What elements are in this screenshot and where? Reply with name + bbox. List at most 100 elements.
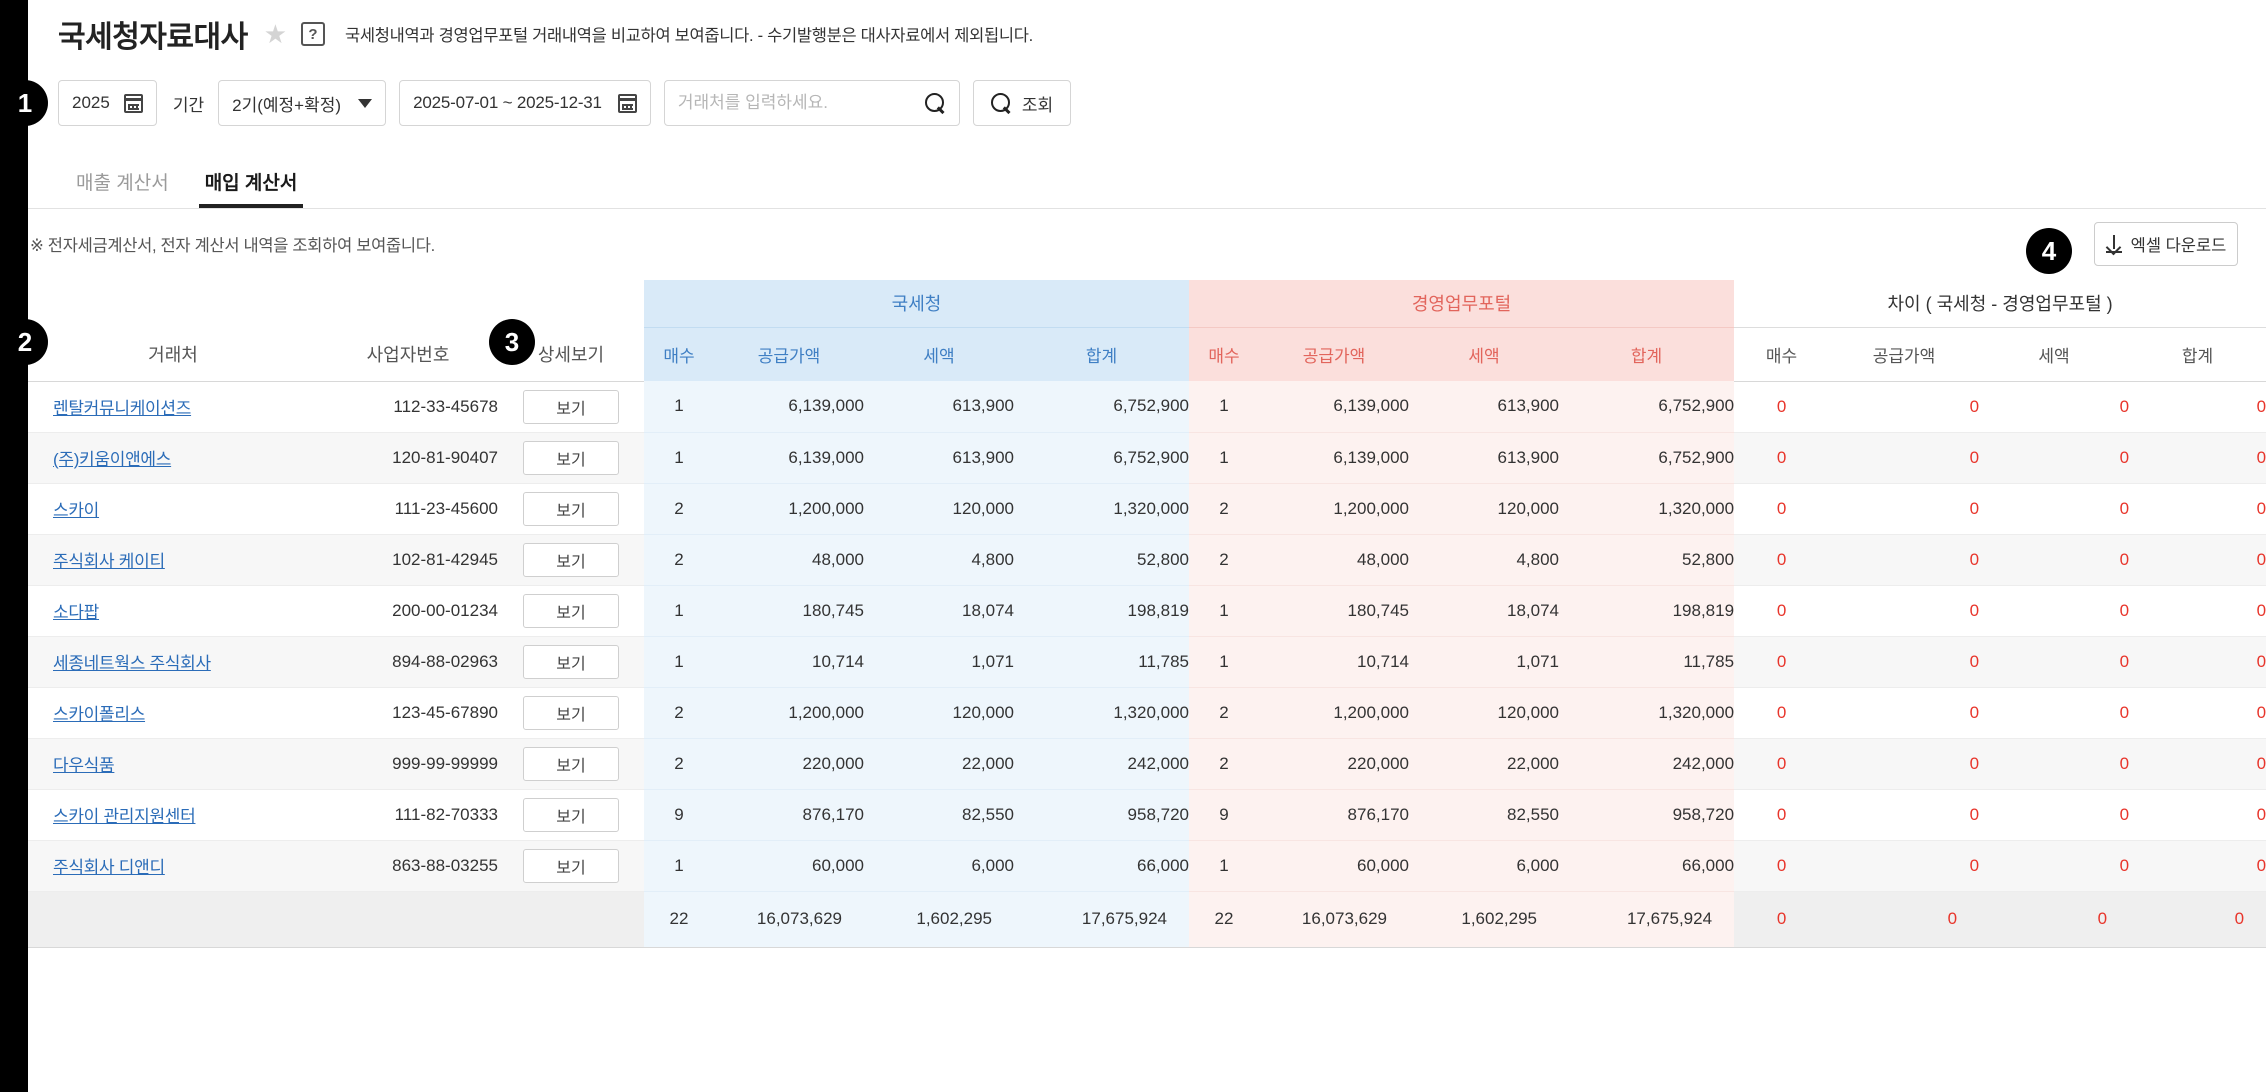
cell-portal-supply: 180,745	[1259, 585, 1409, 637]
vendor-link[interactable]: 스카이 관리지원센터	[53, 807, 196, 826]
cell-portal-total: 1,320,000	[1559, 687, 1735, 739]
table-row: 주식회사 케이티 102-81-42945 보기 2 48,000 4,800 52,800…	[28, 534, 2266, 586]
cell-diff-supply: 0	[1829, 687, 1980, 739]
cell-nts-total: 11,785	[1014, 636, 1189, 688]
cell-detail: 보기	[498, 432, 644, 484]
header-spacer	[28, 280, 644, 327]
cell-diff-count: 0	[1734, 789, 1830, 841]
cell-diff-supply: 0	[1829, 585, 1980, 637]
table-row: 스카이폴리스 123-45-67890 보기 2 1,200,000 120,000 1,3…	[28, 687, 2266, 739]
cell-portal-total: 198,819	[1559, 585, 1735, 637]
detail-view-button[interactable]: 보기	[523, 440, 619, 475]
cell-diff-total: 0	[2129, 636, 2266, 688]
cell-portal-supply: 6,139,000	[1259, 381, 1409, 433]
cell-diff-tax: 0	[1979, 585, 2130, 637]
cell-portal-count: 1	[1189, 381, 1259, 433]
vendor-search-box[interactable]	[663, 80, 960, 126]
cell-portal-tax: 613,900	[1409, 381, 1559, 433]
vendor-link[interactable]: (주)키움이앤에스	[53, 450, 172, 469]
vendor-link[interactable]: 렌탈커뮤니케이션즈	[53, 399, 192, 418]
year-value: 2025	[72, 93, 110, 112]
header-group-diff: 차이 ( 국세청 - 경영업무포털 )	[1734, 280, 2266, 327]
vendor-link[interactable]: 다우식품	[53, 756, 115, 775]
cell-nts-tax: 1,071	[864, 636, 1014, 688]
totals-nts-count: 22	[644, 890, 714, 948]
excel-download-button[interactable]: 엑셀 다운로드	[2094, 222, 2238, 266]
detail-view-button[interactable]: 보기	[523, 491, 619, 526]
cell-portal-tax: 4,800	[1409, 534, 1559, 586]
table-row: (주)키움이앤에스 120-81-90407 보기 1 6,139,000 613,900…	[28, 432, 2266, 484]
date-range-picker[interactable]: 2025-07-01 ~ 2025-12-31	[399, 80, 651, 126]
cell-diff-total: 0	[2129, 738, 2266, 790]
cell-portal-tax: 82,550	[1409, 789, 1559, 841]
cell-vendor: 다우식품	[28, 738, 318, 790]
totals-portal-count: 22	[1189, 890, 1259, 948]
detail-view-button[interactable]: 보기	[523, 389, 619, 424]
period-select[interactable]: 2기(예정+확정)	[218, 80, 387, 126]
totals-diff-total: 0	[2129, 890, 2266, 948]
calendar-icon	[123, 93, 143, 113]
table-row: 세종네트웍스 주식회사 894-88-02963 보기 1 10,714 1,071 11,…	[28, 636, 2266, 688]
cell-nts-supply: 60,000	[714, 840, 864, 892]
query-button[interactable]: 조회	[972, 80, 1072, 126]
cell-portal-tax: 120,000	[1409, 687, 1559, 739]
cell-portal-total: 11,785	[1559, 636, 1735, 688]
table-header-group-row: 국세청 경영업무포털 차이 ( 국세청 - 경영업무포털 )	[28, 280, 2266, 327]
totals-diff-tax: 0	[1979, 890, 2130, 948]
cell-portal-supply: 48,000	[1259, 534, 1409, 586]
detail-view-button[interactable]: 보기	[523, 644, 619, 679]
totals-diff-supply: 0	[1829, 890, 1980, 948]
help-icon[interactable]: ?	[301, 22, 326, 46]
cell-nts-total: 198,819	[1014, 585, 1189, 637]
detail-view-button[interactable]: 보기	[523, 695, 619, 730]
cell-portal-total: 52,800	[1559, 534, 1735, 586]
cell-nts-count: 1	[644, 381, 714, 433]
table-foot: 22 16,073,629 1,602,295 17,675,924 22 16…	[28, 890, 2266, 948]
cell-nts-supply: 1,200,000	[714, 687, 864, 739]
header-portal-total: 합계	[1559, 326, 1735, 381]
header-portal-tax: 세액	[1409, 326, 1559, 381]
cell-nts-tax: 82,550	[864, 789, 1014, 841]
vendor-link[interactable]: 스카이폴리스	[53, 705, 146, 724]
cell-biz-no: 102-81-42945	[318, 534, 498, 586]
detail-view-button[interactable]: 보기	[523, 593, 619, 628]
cell-portal-count: 1	[1189, 585, 1259, 637]
cell-diff-total: 0	[2129, 840, 2266, 892]
totals-label-spacer	[28, 890, 644, 948]
vendor-link[interactable]: 소다팝	[53, 603, 100, 622]
tab-sales-invoice[interactable]: 매출 계산서	[76, 173, 169, 194]
cell-portal-total: 6,752,900	[1559, 432, 1735, 484]
table-row: 다우식품 999-99-99999 보기 2 220,000 22,000 242,000 2…	[28, 738, 2266, 790]
cell-portal-supply: 10,714	[1259, 636, 1409, 688]
vendor-link[interactable]: 스카이	[53, 501, 100, 520]
cell-nts-supply: 1,200,000	[714, 483, 864, 535]
cell-vendor: 주식회사 디앤디	[28, 840, 318, 892]
cell-diff-tax: 0	[1979, 381, 2130, 433]
tab-purchase-invoice[interactable]: 매입 계산서	[187, 168, 316, 208]
vendor-link[interactable]: 주식회사 디앤디	[53, 858, 165, 877]
cell-diff-total: 0	[2129, 585, 2266, 637]
detail-view-button[interactable]: 보기	[523, 797, 619, 832]
totals-diff-count: 0	[1734, 890, 1830, 948]
left-black-rail	[0, 0, 28, 1092]
detail-view-button[interactable]: 보기	[523, 848, 619, 883]
search-input[interactable]	[677, 93, 903, 113]
vendor-link[interactable]: 주식회사 케이티	[53, 552, 165, 571]
header-nts-supply: 공급가액	[714, 326, 864, 381]
table-row: 스카이 관리지원센터 111-82-70333 보기 9 876,170 82,550 95…	[28, 789, 2266, 841]
detail-view-button[interactable]: 보기	[523, 746, 619, 781]
table-head: 국세청 경영업무포털 차이 ( 국세청 - 경영업무포털 ) 거래처 사업자번호…	[28, 280, 2266, 382]
year-picker[interactable]: 2025	[58, 80, 157, 126]
table-header-sub-row: 거래처 사업자번호 상세보기 매수 공급가액 세액 합계 매수 공급가액 세액 …	[28, 326, 2266, 382]
search-icon[interactable]	[924, 92, 946, 114]
cell-nts-count: 2	[644, 738, 714, 790]
detail-view-button[interactable]: 보기	[523, 542, 619, 577]
star-icon[interactable]: ★	[263, 19, 288, 49]
cell-portal-count: 1	[1189, 636, 1259, 688]
header-nts-count: 매수	[644, 326, 714, 381]
vendor-link[interactable]: 세종네트웍스 주식회사	[53, 654, 211, 673]
cell-nts-tax: 4,800	[864, 534, 1014, 586]
cell-nts-total: 52,800	[1014, 534, 1189, 586]
cell-nts-tax: 6,000	[864, 840, 1014, 892]
cell-diff-count: 0	[1734, 432, 1830, 484]
